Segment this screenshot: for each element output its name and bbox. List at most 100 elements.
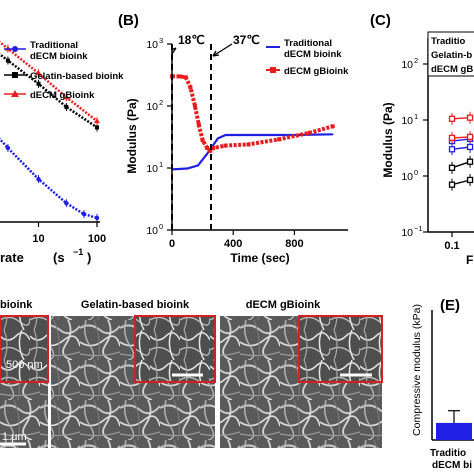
- panel-c-x-ticks: 0.1: [444, 232, 460, 252]
- panel-a-x-axis-exponent: −1: [73, 247, 83, 257]
- panel-a-x-axis-unit: (s: [53, 250, 65, 265]
- data-point: [95, 125, 99, 130]
- data-point: [448, 146, 456, 153]
- legend-label-line2: dECM bioink: [284, 49, 342, 60]
- y-tick-label: 10: [146, 101, 158, 113]
- y-tick-label: 10: [401, 115, 413, 127]
- y-tick-label: 10: [401, 227, 413, 239]
- panel-a-legend: Traditional dECM bioink Gelatin-based bi…: [4, 40, 124, 101]
- data-point: [94, 118, 100, 124]
- arrow-icon: [170, 47, 177, 55]
- y-tick-exponent: 2: [159, 98, 163, 107]
- legend-entry-traditional: Traditional dECM bioink: [4, 40, 88, 62]
- data-point: [81, 211, 87, 217]
- data-point: [247, 134, 250, 136]
- data-point: [277, 137, 282, 142]
- data-point: [192, 104, 197, 108]
- data-point: [448, 181, 456, 188]
- scale-label-inset: 500 nm: [6, 359, 43, 371]
- y-tick-label: 10: [146, 225, 158, 237]
- data-point: [206, 152, 208, 155]
- panel-b-y-axis-label: Modulus (Pa): [125, 98, 139, 173]
- sem-panels: bioink Gelatin-based bioink dECM gBioink…: [0, 299, 383, 448]
- panel-b-label: (B): [118, 12, 139, 29]
- data-point: [211, 146, 216, 151]
- panel-b-legend: Traditional dECM bioink dECM gBioink: [266, 38, 349, 77]
- bar: [436, 422, 472, 440]
- data-point: [63, 94, 70, 100]
- data-point: [64, 201, 69, 206]
- y-tick-exponent: 1: [414, 112, 418, 121]
- y-tick-exponent: 1: [159, 160, 163, 169]
- data-point: [217, 137, 219, 140]
- scale-label-main: 1 μm: [2, 431, 27, 443]
- data-point: [223, 143, 228, 148]
- sem-title-1: bioink: [0, 299, 33, 311]
- y-tick-label: 10: [146, 163, 158, 175]
- y-tick-label: 10: [401, 59, 413, 71]
- panel-e-label: (E): [440, 297, 460, 314]
- x-tick-label: 10: [32, 233, 44, 245]
- x-tick-label: 400: [224, 238, 242, 250]
- legend-label-line2: dECM bioink: [30, 51, 88, 62]
- legend-label: Traditional: [284, 38, 332, 49]
- data-point: [466, 114, 474, 121]
- data-point: [330, 124, 335, 129]
- data-point: [466, 176, 474, 184]
- data-point: [183, 75, 188, 80]
- sem-image-3: [220, 315, 383, 448]
- panel-e: (E) Compressive modulus (kPa) Traditio d…: [411, 297, 474, 471]
- data-point: [5, 58, 10, 63]
- panel-e-category-line2: dECM bi: [432, 460, 472, 471]
- legend-label: dECM gBioink: [284, 66, 349, 77]
- panel-b-x-ticks: 0 400 800: [169, 230, 304, 250]
- data-point: [36, 176, 41, 182]
- data-point: [197, 164, 199, 167]
- legend-marker-square: [12, 72, 18, 78]
- panel-a-x-ticks: 10 100: [32, 222, 106, 245]
- legend-entry-gelatin: Gelatin-based bioink: [4, 71, 124, 82]
- y-tick-label: 10: [146, 39, 158, 51]
- legend-label: Traditio: [431, 36, 466, 47]
- panel-e-y-axis-label: Compressive modulus (kPa): [411, 304, 423, 436]
- panel-a-x-axis-close: ): [87, 250, 91, 265]
- data-point: [466, 133, 474, 141]
- x-tick-label: 100: [88, 233, 106, 245]
- panel-b-plot-area: [170, 74, 335, 171]
- data-point: [448, 134, 456, 142]
- x-tick-label: 0: [169, 238, 175, 250]
- panel-a-x-axis-label-fragment: rate: [0, 250, 24, 265]
- y-tick-exponent: 2: [414, 56, 418, 65]
- annotation-18c: 18℃: [178, 33, 205, 47]
- data-point: [224, 134, 227, 136]
- data-point: [331, 133, 334, 136]
- y-tick-label: 10: [401, 171, 413, 183]
- annotation-37c: 37℃: [233, 33, 260, 47]
- legend-label: Gelatin-b: [431, 50, 472, 61]
- data-point: [200, 138, 205, 143]
- data-point: [466, 143, 474, 151]
- legend-marker-circle: [12, 46, 18, 52]
- x-tick-label: 800: [285, 238, 303, 250]
- panel-e-plot-area: [436, 410, 472, 440]
- sem-title-3: dECM gBioink: [246, 299, 321, 311]
- sem-image-2: [51, 315, 216, 448]
- panel-a-plot-area: [0, 40, 100, 222]
- panel-b-annotations: 18℃ 37℃: [170, 33, 260, 230]
- series-line: [172, 74, 334, 154]
- series-line: [0, 40, 98, 123]
- legend-label: dECM gB: [431, 64, 473, 75]
- panel-c-label: (C): [370, 12, 391, 29]
- panel-c-y-axis-label: Modulus (Pa): [381, 102, 395, 177]
- data-point: [448, 115, 456, 122]
- panel-e-category-line1: Traditio: [430, 448, 466, 459]
- legend-marker-triangle: [11, 90, 19, 97]
- y-tick-exponent: 0: [159, 222, 163, 231]
- legend-label: Traditional: [30, 40, 78, 51]
- data-point: [64, 105, 69, 110]
- data-point: [196, 122, 201, 127]
- data-point: [205, 146, 210, 151]
